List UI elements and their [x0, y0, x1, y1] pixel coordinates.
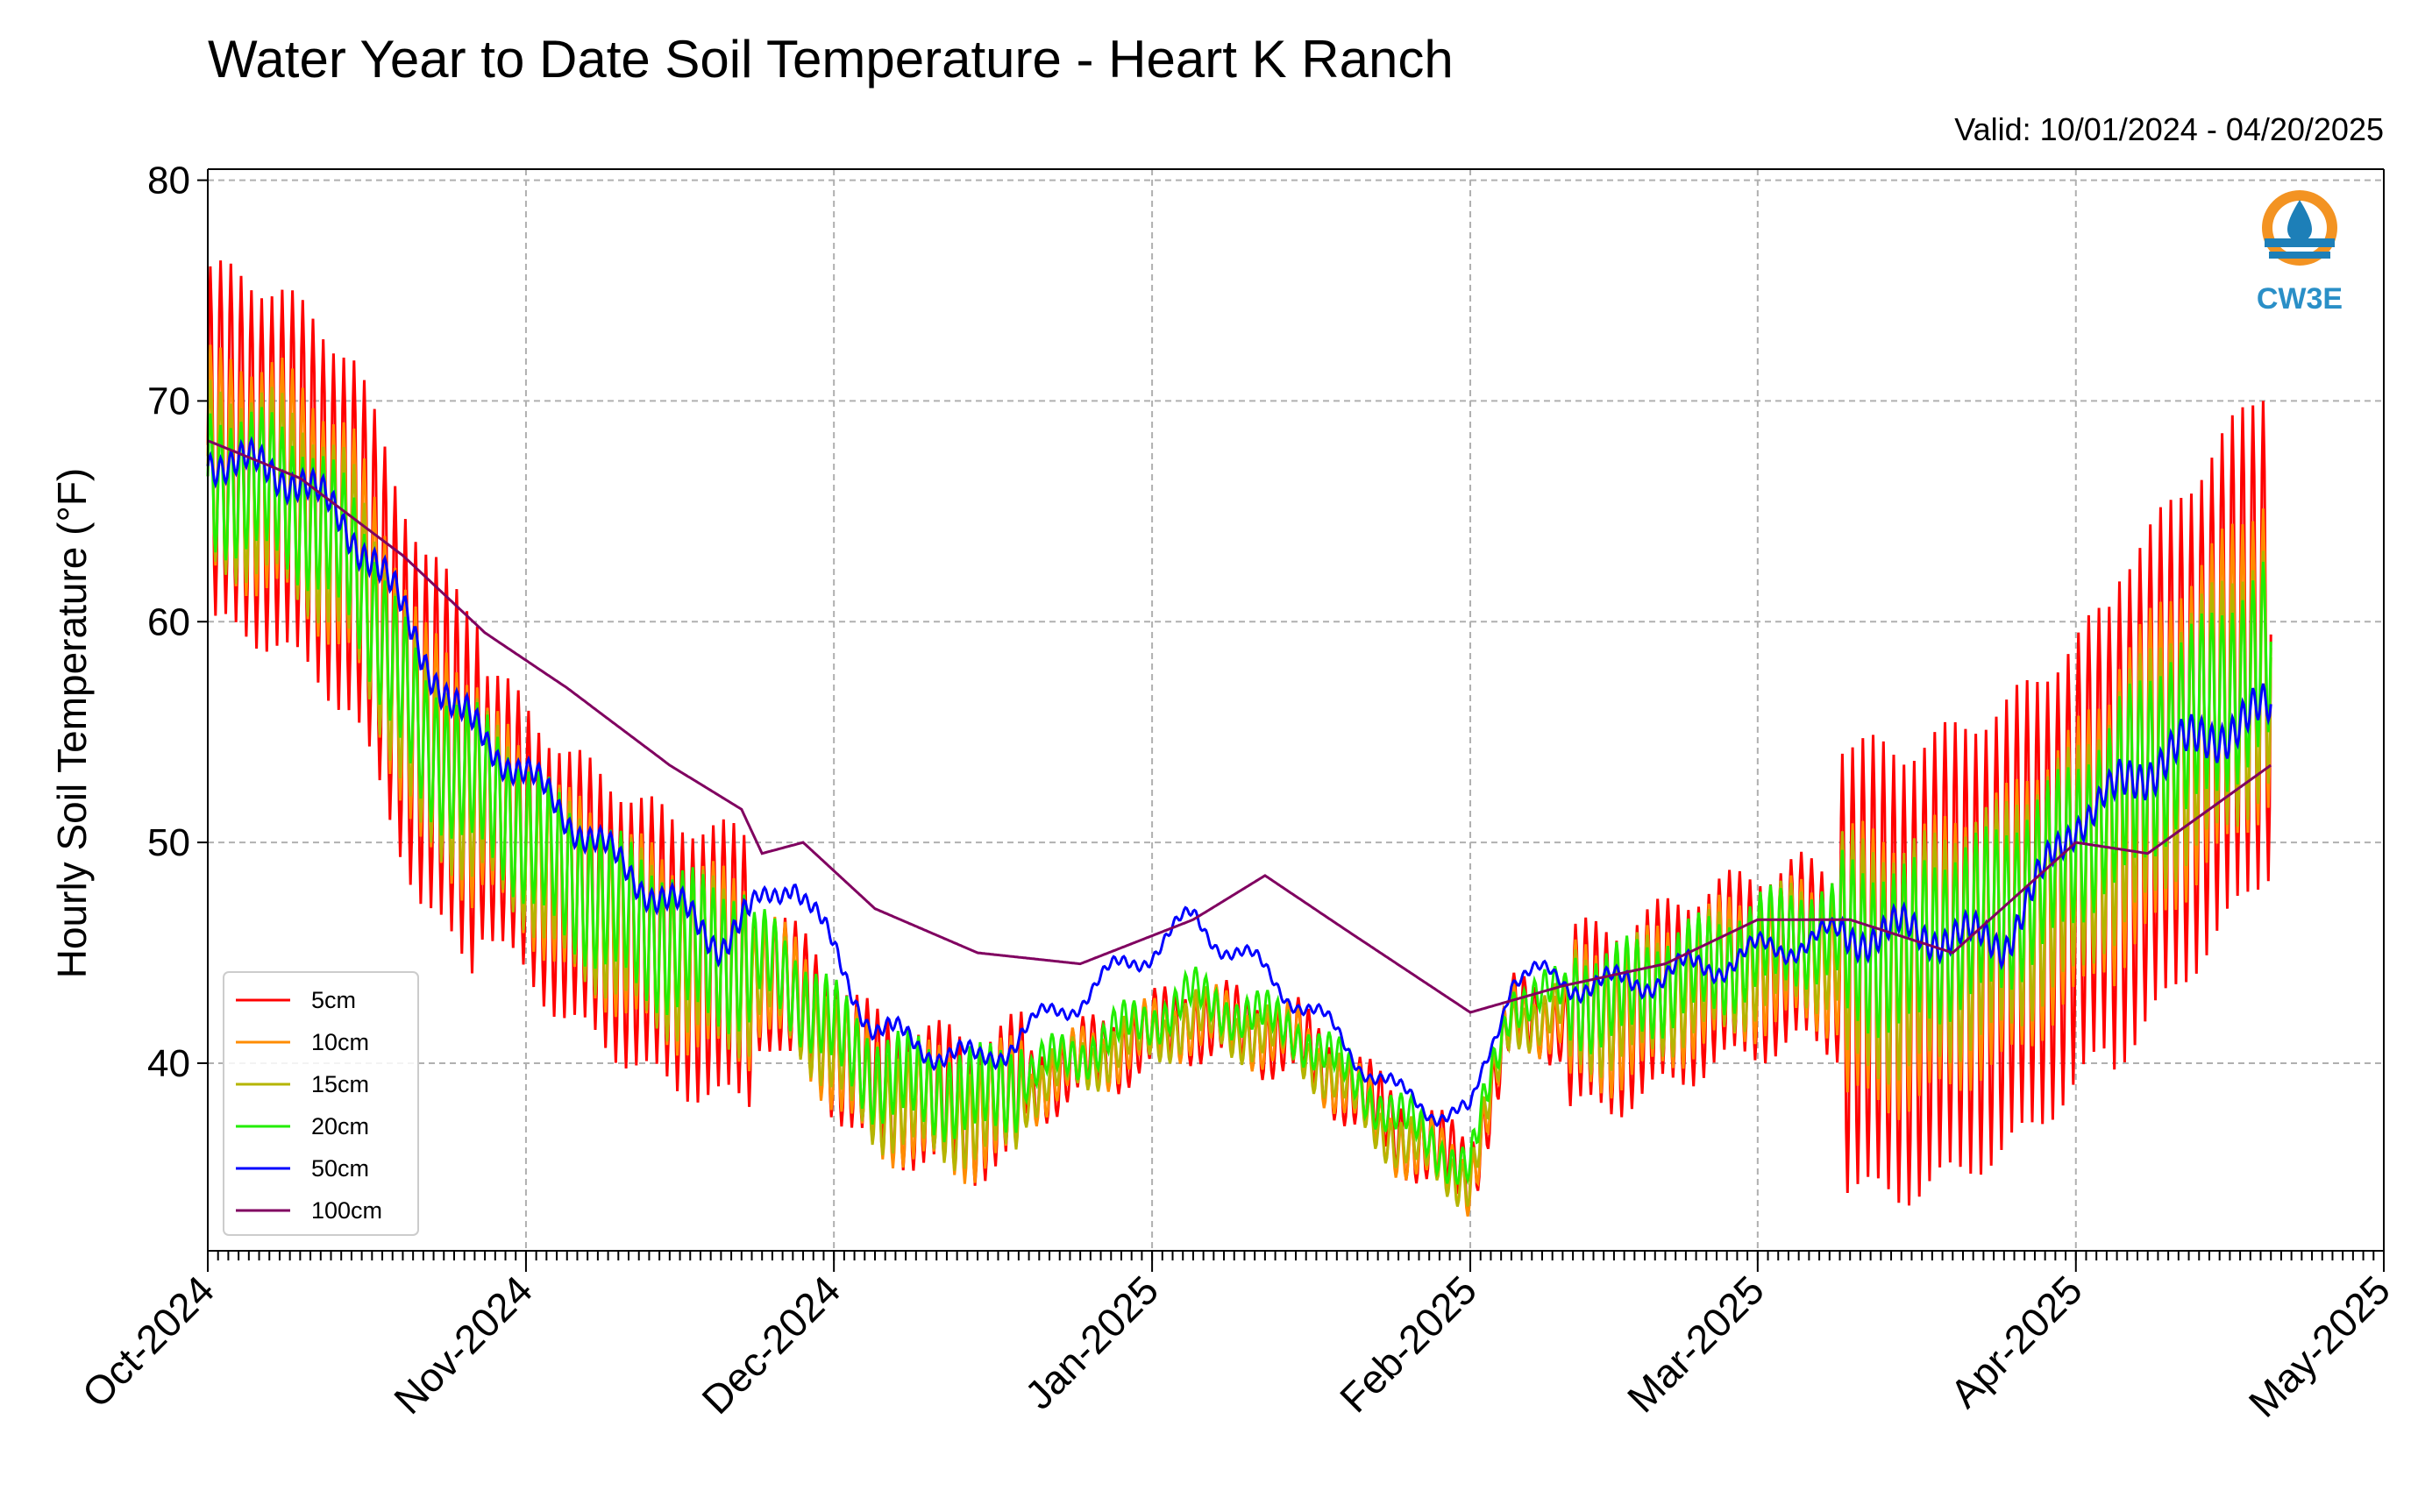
x-tick-label: Oct-2024	[74, 1267, 224, 1416]
logo-waves	[2265, 238, 2335, 259]
series-lines	[206, 260, 2272, 1217]
x-tick-label: Mar-2025	[1618, 1267, 1773, 1421]
logo-text: CW3E	[2257, 282, 2343, 316]
legend-label: 20cm	[311, 1113, 369, 1139]
legend: 5cm 10cm 15cm 20cm 50cm 100cm	[223, 971, 419, 1236]
legend-label: 5cm	[311, 987, 356, 1013]
x-tick-label: Nov-2024	[385, 1267, 541, 1423]
x-tick-label: Feb-2025	[1331, 1267, 1485, 1421]
y-tick-label: 50	[147, 821, 190, 864]
series-line-50cm	[206, 436, 2272, 1128]
x-tick-label: May-2025	[2240, 1267, 2399, 1425]
y-tick-label: 80	[147, 160, 190, 202]
y-tick-label: 70	[147, 380, 190, 422]
legend-label: 50cm	[311, 1155, 369, 1182]
legend-label: 10cm	[311, 1029, 369, 1055]
y-tick-label: 60	[147, 600, 190, 643]
x-tick-label: Dec-2024	[693, 1267, 849, 1423]
y-tick-label: 40	[147, 1042, 190, 1085]
cw3e-logo: CW3E	[2257, 190, 2343, 316]
legend-label: 100cm	[311, 1197, 382, 1224]
x-tick-label: Apr-2025	[1941, 1267, 2091, 1416]
y-axis-label: Hourly Soil Temperature (°F)	[49, 468, 95, 979]
chart-title: Water Year to Date Soil Temperature - He…	[208, 30, 1454, 89]
legend-label: 15cm	[311, 1071, 369, 1097]
water-drop-icon	[2287, 200, 2312, 242]
series-line-100cm	[207, 439, 2272, 1014]
x-tick-label: Jan-2025	[1016, 1267, 1167, 1417]
chart-subtitle: Valid: 10/01/2024 - 04/20/2025	[1954, 111, 2384, 147]
